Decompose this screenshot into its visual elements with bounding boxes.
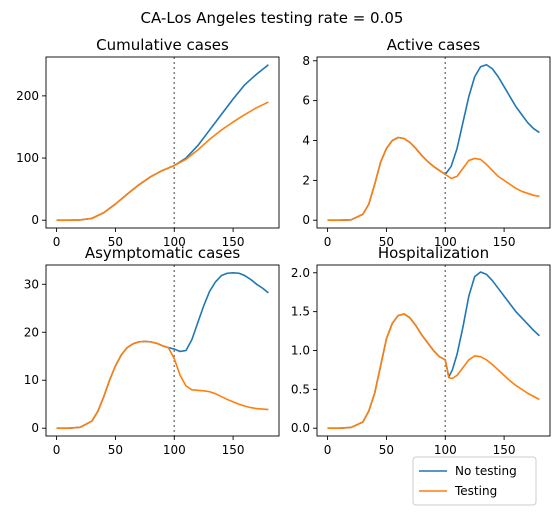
- subplot-title: Active cases: [387, 36, 481, 54]
- legend-label-testing: Testing: [454, 484, 497, 498]
- series-line-testing: [327, 136, 540, 222]
- x-tick-label: 100: [163, 443, 186, 457]
- subplot-asymptomatic-cases: Asymptomatic cases 0 50 100 150 0 10 20 30: [24, 244, 280, 457]
- x-tick-label: 150: [222, 235, 245, 249]
- series-line-testing: [56, 340, 269, 430]
- x-tick-label: 50: [379, 235, 394, 249]
- x-tick-label: 100: [163, 235, 186, 249]
- y-tick-label: 0.0: [291, 421, 310, 435]
- x-tick-label: 150: [493, 443, 516, 457]
- y-tick-label: 0: [31, 421, 39, 435]
- y-tick-label: 20: [24, 325, 39, 339]
- y-tick-label: 100: [16, 151, 39, 165]
- axes-frame: [45, 264, 280, 437]
- y-tick-label: 4: [302, 134, 310, 148]
- subplot-hospitalization: Hospitalization 0 50 100 150 0.0 0.5 1.0 1.5 2.0: [291, 244, 551, 457]
- subplot-title: Hospitalization: [378, 244, 489, 262]
- x-tick-label: 0: [53, 235, 61, 249]
- series-line-testing: [327, 313, 540, 430]
- axes-frame: [316, 56, 551, 229]
- series-line-testing: [56, 101, 269, 222]
- y-tick-label: 2.0: [291, 266, 310, 280]
- y-tick-label: 1.5: [291, 305, 310, 319]
- y-tick-label: 2: [302, 173, 310, 187]
- y-tick-label: 0: [31, 213, 39, 227]
- y-tick-label: 200: [16, 89, 39, 103]
- y-tick-label: 1.0: [291, 344, 310, 358]
- x-tick-label: 150: [222, 443, 245, 457]
- subplot-title: Cumulative cases: [96, 36, 229, 54]
- subplot-active-cases: Active cases 0 50 100 150 0 2 4 6 8: [302, 36, 551, 249]
- y-tick-label: 0: [302, 213, 310, 227]
- series-line-no-testing: [327, 63, 540, 222]
- legend-label-no-testing: No testing: [455, 464, 517, 478]
- axes-frame: [45, 56, 280, 229]
- figure-suptitle: CA-Los Angeles testing rate = 0.05: [141, 9, 404, 27]
- y-tick-label: 30: [24, 277, 39, 291]
- x-tick-label: 50: [108, 235, 123, 249]
- y-tick-label: 6: [302, 94, 310, 108]
- subplot-cumulative-cases: Cumulative cases 0 50 100 150 0 100 200: [16, 36, 280, 249]
- x-tick-label: 100: [434, 235, 457, 249]
- x-tick-label: 50: [379, 443, 394, 457]
- subplot-title: Asymptomatic cases: [85, 244, 240, 262]
- x-tick-label: 0: [53, 443, 61, 457]
- x-tick-label: 50: [108, 443, 123, 457]
- legend: No testing Testing: [412, 456, 537, 506]
- series-line-no-testing: [56, 64, 269, 222]
- x-tick-label: 100: [434, 443, 457, 457]
- y-tick-label: 8: [302, 54, 310, 68]
- series-line-no-testing: [56, 271, 269, 430]
- y-tick-label: 10: [24, 373, 39, 387]
- x-tick-label: 0: [324, 235, 332, 249]
- x-tick-label: 0: [324, 443, 332, 457]
- legend-frame: [412, 456, 537, 506]
- y-tick-label: 0.5: [291, 382, 310, 396]
- x-tick-label: 150: [493, 235, 516, 249]
